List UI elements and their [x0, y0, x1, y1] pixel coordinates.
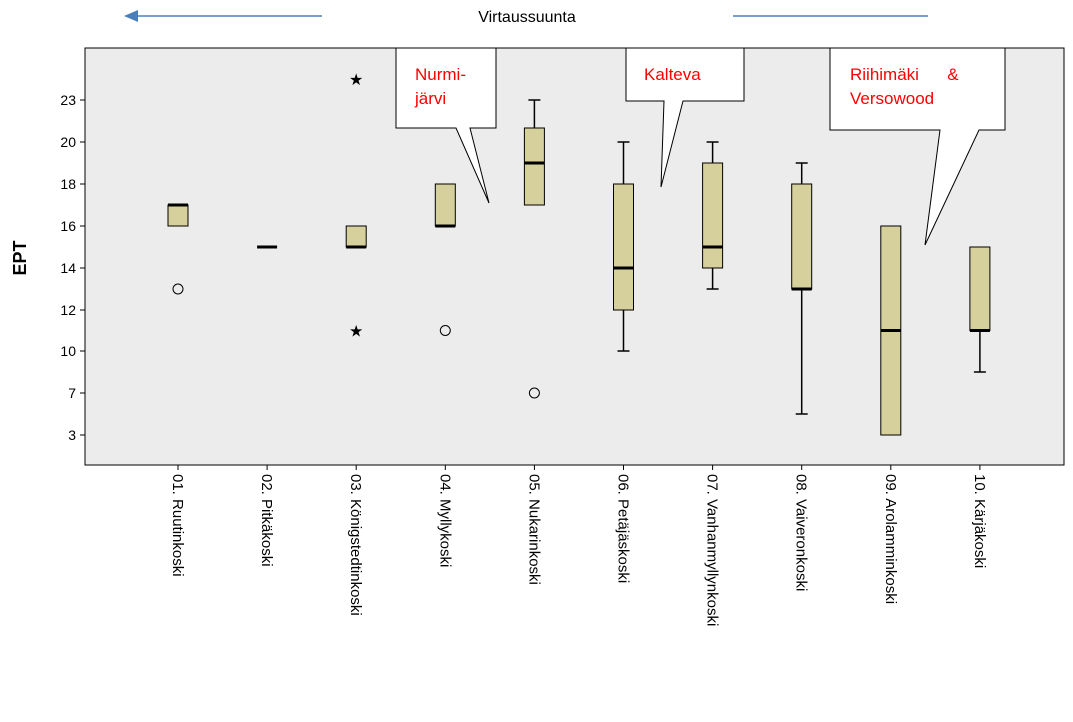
x-axis: 01. Ruutinkoski 02. Pitkäkoski 03. Königst… — [169, 465, 988, 626]
y-tick-label: 10 — [60, 343, 76, 359]
box-4 — [434, 183, 456, 336]
box-iqr — [791, 183, 813, 290]
y-tick-label: 18 — [60, 176, 76, 192]
x-category-label: 05. Nukarinkoski — [525, 474, 542, 585]
box-3: ★★ — [345, 70, 367, 341]
y-axis-label: EPT — [10, 240, 30, 275]
y-tick-label: 12 — [60, 302, 76, 318]
box-iqr — [167, 204, 189, 227]
box-7 — [702, 141, 724, 290]
callout-kalteva-bubble — [625, 47, 745, 188]
callout-kalteva-text: Kalteva — [644, 65, 701, 84]
callout-riihimaki-bubble — [829, 47, 1006, 246]
box-1 — [167, 203, 189, 295]
box-10 — [969, 246, 991, 373]
x-category-label: 09. Arolamminkoski — [882, 474, 899, 604]
outlier-point — [172, 283, 184, 295]
callout-riihimaki-line1: Riihimäki & — [850, 65, 959, 84]
y-tick-label: 16 — [60, 218, 76, 234]
box-6 — [613, 141, 634, 352]
y-axis: 3 7 10 12 14 16 18 20 23 — [60, 92, 85, 443]
y-tick-label: 7 — [68, 385, 76, 401]
box-iqr — [345, 225, 367, 248]
x-category-label: 07. Vanhanmyllynkoski — [704, 474, 721, 626]
x-category-label: 08. Vaiveronkoski — [793, 474, 810, 591]
x-category-label: 03. Königstedtinkoski — [347, 474, 364, 616]
extreme-point: ★ — [349, 70, 363, 89]
box-9 — [880, 225, 902, 436]
outlier-point — [439, 325, 451, 336]
x-category-label: 01. Ruutinkoski — [169, 474, 186, 577]
extreme-point: ★ — [349, 322, 363, 341]
box-8 — [791, 162, 813, 415]
callout-nurmijarvi-line1: Nurmi- — [415, 65, 466, 84]
y-tick-label: 23 — [60, 92, 76, 108]
y-tick-label: 14 — [60, 260, 76, 276]
flow-arrow-left-head — [124, 10, 138, 22]
y-tick-label: 20 — [60, 134, 76, 150]
x-category-label: 10. Kärjäkoski — [971, 474, 988, 568]
callout-nurmijarvi-bubble — [395, 47, 497, 204]
box-iqr — [969, 246, 991, 331]
callout-nurmijarvi-line2: järvi — [414, 89, 446, 108]
chart-title: Virtaussuunta — [478, 9, 576, 26]
callout-riihimaki-line2: Versowood — [850, 89, 934, 108]
box-5 — [523, 99, 545, 399]
x-category-label: 02. Pitkäkoski — [258, 474, 275, 567]
callout-riihimaki: Riihimäki & Versowood — [829, 47, 1006, 246]
x-category-label: 06. Petäjäskoski — [615, 474, 632, 583]
outlier-point — [528, 387, 540, 399]
box-iqr — [702, 162, 724, 269]
y-tick-label: 3 — [68, 427, 76, 443]
box-iqr — [523, 127, 545, 206]
box-iqr — [434, 183, 456, 227]
box-series: ★★ — [167, 70, 991, 436]
callout-kalteva: Kalteva — [625, 47, 745, 188]
box-iqr — [613, 183, 634, 311]
x-category-label: 04. Myllykoski — [436, 474, 453, 567]
callout-nurmijarvi: Nurmi- järvi — [395, 47, 497, 204]
